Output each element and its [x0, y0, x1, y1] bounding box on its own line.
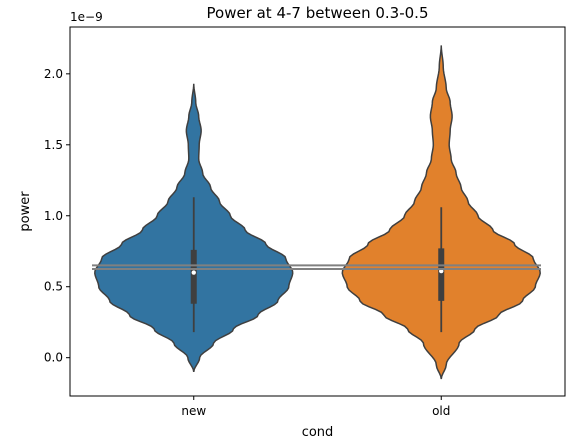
x-axis-label: cond — [302, 425, 334, 440]
violin-median-new — [191, 270, 196, 275]
y-axis-ticks: 0.0 0.5 1.0 1.5 2.0 — [44, 67, 70, 365]
y-tick-label: 0.5 — [44, 280, 63, 294]
axes-frame — [69, 26, 566, 397]
x-tick-label-new: new — [181, 404, 206, 418]
x-tick-label-old: old — [432, 404, 450, 418]
violin-median-old — [439, 268, 444, 274]
y-tick-label: 0.0 — [44, 351, 63, 365]
x-axis-ticks: new old — [181, 396, 450, 418]
y-tick-label: 1.5 — [44, 138, 63, 152]
y-axis-offset-label: 1e−9 — [70, 10, 103, 24]
y-tick-label: 1.0 — [44, 209, 63, 223]
y-axis-label: power — [18, 191, 33, 232]
chart-title: Power at 4-7 between 0.3-0.5 — [207, 4, 429, 22]
y-tick-label: 2.0 — [44, 67, 63, 81]
plot-layer — [92, 45, 541, 380]
